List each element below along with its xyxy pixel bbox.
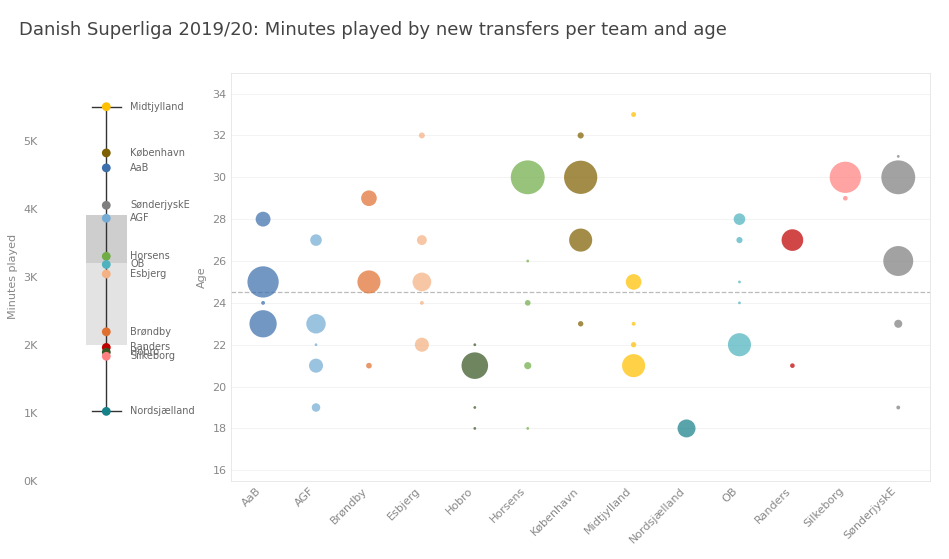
Point [891, 173, 906, 182]
Point [99, 163, 114, 172]
Point [626, 340, 642, 349]
Text: Hobro: Hobro [130, 347, 159, 357]
Point [573, 173, 588, 182]
Point [308, 361, 324, 370]
Point [99, 269, 114, 278]
Text: Brøndby: Brøndby [130, 327, 171, 337]
Point [467, 424, 482, 433]
Text: Esbjerg: Esbjerg [130, 269, 166, 279]
Point [99, 260, 114, 269]
Point [308, 403, 324, 412]
Point [99, 328, 114, 337]
Text: Danish Superliga 2019/20: Minutes played by new transfers per team and age: Danish Superliga 2019/20: Minutes played… [19, 21, 727, 39]
Point [362, 277, 377, 286]
Point [891, 403, 906, 412]
Text: Randers: Randers [130, 343, 170, 352]
Point [308, 340, 324, 349]
Point [415, 340, 430, 349]
Point [732, 277, 747, 286]
Text: Silkeborg: Silkeborg [130, 351, 176, 361]
Point [99, 201, 114, 210]
Point [626, 319, 642, 328]
Text: SønderjyskE: SønderjyskE [130, 200, 190, 210]
Text: Nordsjælland: Nordsjælland [130, 406, 195, 416]
Bar [86, 216, 126, 263]
Point [255, 215, 270, 224]
Point [785, 361, 800, 370]
Point [520, 173, 535, 182]
Y-axis label: Minutes played: Minutes played [8, 234, 18, 319]
Text: AGF: AGF [130, 213, 150, 223]
Point [732, 340, 747, 349]
Point [573, 319, 588, 328]
Point [362, 361, 377, 370]
Text: København: København [130, 148, 185, 158]
Point [255, 299, 270, 307]
Point [626, 361, 642, 370]
Point [891, 152, 906, 161]
Point [99, 407, 114, 416]
Point [99, 352, 114, 361]
Point [573, 131, 588, 140]
Point [838, 194, 853, 203]
Point [838, 173, 853, 182]
Point [255, 277, 270, 286]
Point [99, 102, 114, 111]
Bar [86, 216, 126, 345]
Text: OB: OB [130, 259, 144, 269]
Point [415, 299, 430, 307]
Point [679, 424, 694, 433]
Point [732, 299, 747, 307]
Point [362, 194, 377, 203]
Point [255, 319, 270, 328]
Point [732, 235, 747, 244]
Point [415, 131, 430, 140]
Point [626, 277, 642, 286]
Point [891, 319, 906, 328]
Point [415, 277, 430, 286]
Point [99, 149, 114, 158]
Text: AaB: AaB [130, 163, 150, 173]
Point [520, 424, 535, 433]
Point [467, 361, 482, 370]
Point [520, 361, 535, 370]
Point [891, 257, 906, 266]
Point [732, 215, 747, 224]
Point [573, 235, 588, 244]
Point [520, 257, 535, 266]
Point [785, 235, 800, 244]
Point [415, 235, 430, 244]
Text: Midtjylland: Midtjylland [130, 102, 184, 112]
Point [626, 110, 642, 119]
Point [308, 319, 324, 328]
Point [520, 299, 535, 307]
Y-axis label: Age: Age [196, 266, 207, 287]
Point [467, 403, 482, 412]
Point [99, 214, 114, 222]
Point [99, 348, 114, 357]
Text: Horsens: Horsens [130, 252, 170, 261]
Point [467, 340, 482, 349]
Point [99, 252, 114, 260]
Point [308, 235, 324, 244]
Point [99, 343, 114, 352]
